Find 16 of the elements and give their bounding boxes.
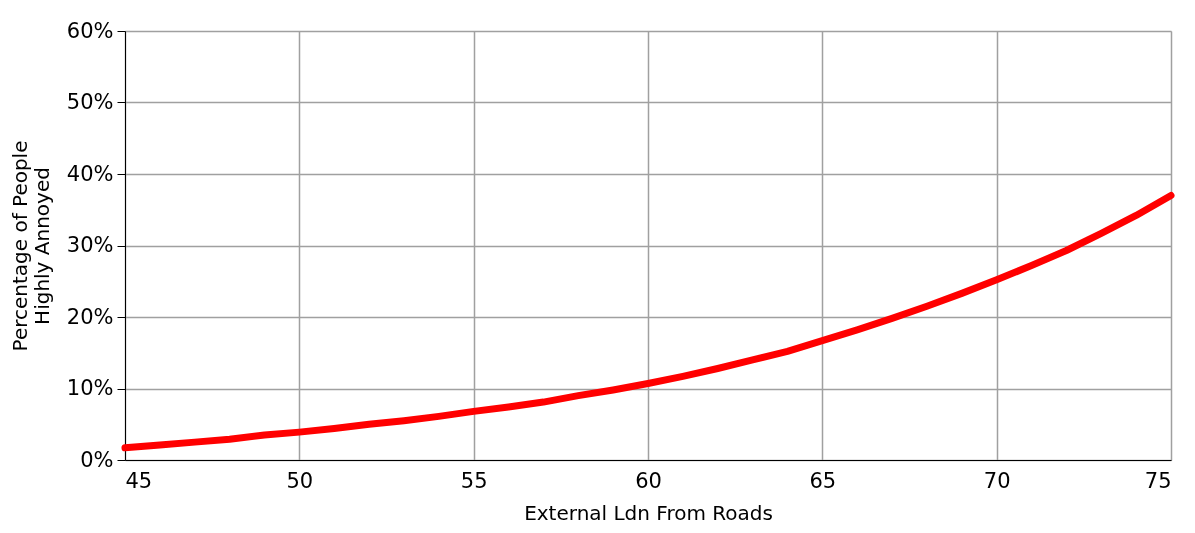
x-axis-title: External Ldn From Roads: [524, 500, 773, 525]
x-tick-label: 75: [1144, 468, 1172, 493]
y-tick-label: 60%: [66, 18, 114, 43]
y-tick-label: 50%: [66, 90, 114, 114]
x-tick-label: 45: [125, 468, 153, 493]
y-tick-label: 10%: [66, 376, 114, 400]
y-axis-title: Percentage of People Highly Annoyed: [7, 140, 54, 352]
y-tick-label: 0%: [80, 447, 114, 472]
y-tick-label: 30%: [66, 233, 114, 257]
x-tick-label: 65: [809, 468, 837, 493]
y-tick-label: 20%: [66, 304, 114, 329]
y-tick-label: 40%: [66, 161, 114, 186]
x-tick-label: 50: [286, 468, 314, 493]
x-tick-label: 60: [635, 468, 662, 493]
x-tick-label: 55: [460, 468, 488, 493]
x-tick-label: 70: [983, 468, 1011, 493]
